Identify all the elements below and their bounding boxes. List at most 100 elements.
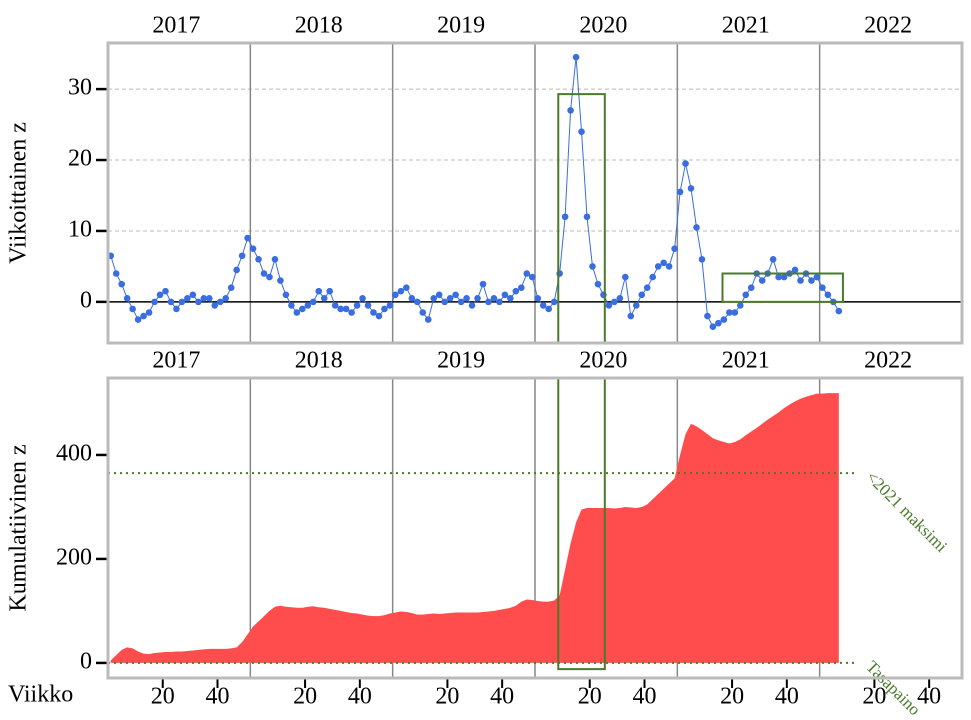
year-label: 2022	[864, 348, 912, 374]
point	[173, 305, 180, 313]
reference-label: <2021 maksimi	[862, 467, 951, 556]
point	[632, 302, 640, 309]
point	[430, 295, 438, 302]
year-label: 2018	[295, 348, 343, 374]
point	[238, 252, 246, 260]
point	[134, 316, 142, 323]
point	[216, 298, 224, 306]
point	[441, 298, 448, 306]
highlight-box	[557, 378, 606, 671]
point	[572, 53, 580, 61]
point	[424, 316, 432, 323]
point	[249, 245, 257, 252]
point	[320, 295, 328, 302]
year-label: 2018	[295, 13, 343, 39]
point	[758, 277, 766, 284]
point	[671, 245, 678, 252]
point	[611, 298, 618, 306]
point	[654, 263, 662, 270]
point	[731, 309, 739, 316]
point	[791, 266, 799, 274]
year-label: 2019	[437, 13, 485, 39]
point	[567, 107, 574, 114]
x-tick-label: 40	[348, 684, 372, 710]
year-label: 2017	[152, 13, 200, 39]
point	[622, 273, 629, 281]
point	[501, 291, 509, 299]
y-tick-label: 10	[68, 216, 92, 242]
year-label: 2019	[437, 348, 485, 374]
point	[375, 312, 383, 320]
point	[112, 270, 120, 277]
y-axis-label: Viikoittainen z	[6, 122, 32, 264]
point	[364, 302, 372, 309]
point	[156, 291, 164, 299]
point	[643, 284, 651, 291]
point	[780, 273, 788, 281]
point	[288, 302, 295, 309]
point	[665, 263, 673, 270]
point	[457, 298, 465, 306]
point	[282, 291, 290, 299]
point	[709, 323, 717, 330]
x-tick-label: 40	[775, 684, 799, 710]
highlight-box	[721, 272, 844, 303]
point	[233, 266, 240, 274]
point	[184, 295, 191, 302]
point	[561, 213, 569, 221]
x-tick-label: 40	[490, 684, 514, 710]
x-tick-label: 40	[917, 684, 941, 710]
point	[649, 273, 656, 281]
point	[693, 224, 700, 231]
year-label: 2020	[579, 13, 627, 39]
x-tick-label: 20	[435, 684, 459, 710]
point	[660, 259, 667, 267]
y-tick-label: 0	[80, 648, 92, 674]
y-tick-label: 200	[56, 544, 92, 570]
panel-frame	[106, 41, 964, 345]
year-label: 2020	[579, 348, 627, 374]
point	[824, 291, 832, 299]
point	[260, 270, 268, 277]
point	[736, 302, 744, 309]
x-tick-label: 40	[205, 684, 229, 710]
point	[518, 284, 525, 291]
y-tick-label: 30	[68, 75, 92, 101]
point	[353, 302, 361, 309]
point	[704, 312, 711, 320]
point	[348, 309, 355, 316]
point	[178, 298, 186, 306]
point	[616, 295, 624, 302]
point	[676, 188, 684, 196]
point	[304, 302, 312, 309]
point	[813, 273, 821, 281]
point	[189, 291, 197, 299]
x-tick-label: 20	[862, 684, 886, 710]
point	[452, 291, 459, 299]
point	[145, 309, 153, 316]
point	[129, 305, 136, 313]
point	[435, 291, 443, 299]
point	[496, 298, 503, 306]
point	[474, 295, 481, 302]
point	[446, 295, 454, 302]
point	[539, 302, 547, 309]
point	[271, 256, 279, 263]
point	[463, 295, 470, 302]
point	[578, 128, 585, 135]
point	[419, 309, 427, 316]
point	[151, 298, 158, 306]
area	[110, 393, 839, 663]
year-label: 2022	[864, 13, 912, 39]
point	[205, 295, 213, 302]
point	[512, 287, 520, 295]
point	[485, 298, 492, 306]
point	[244, 234, 251, 242]
point	[392, 291, 399, 299]
point	[337, 305, 344, 313]
point	[534, 295, 542, 302]
point	[211, 302, 219, 309]
point	[627, 312, 635, 320]
